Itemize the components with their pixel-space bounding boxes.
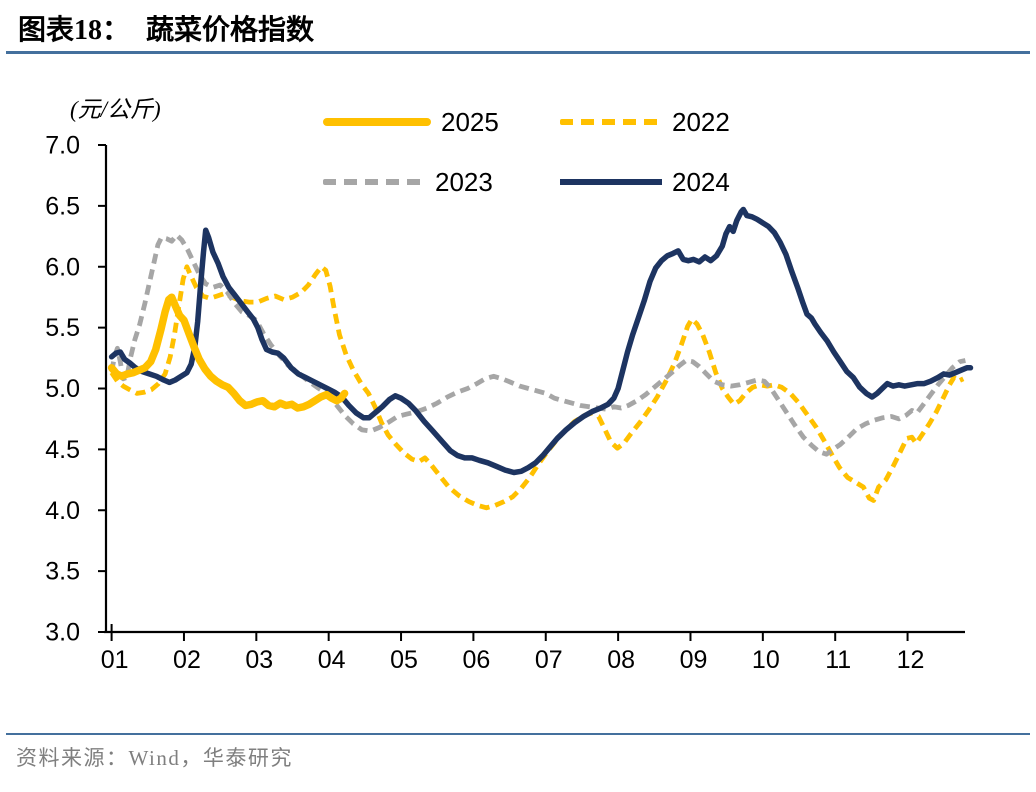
x-tick-label: 09 (680, 646, 708, 674)
x-tick-label: 08 (607, 646, 635, 674)
x-tick-label: 05 (390, 646, 418, 674)
vegetable-price-line-chart: 3.03.54.04.55.05.56.06.57.001 02 03 04 05 06 0… (45, 97, 974, 674)
source-note: 资料来源：Wind，华泰研究 (16, 746, 293, 770)
legend-item-2024: 2024 (560, 168, 730, 196)
legend-swatch-2023 (323, 179, 425, 185)
x-tick-label: 11 (825, 646, 851, 674)
x-tick-label: 06 (462, 646, 490, 674)
legend-swatch-2025 (323, 118, 431, 126)
x-tick-label: 01 (101, 646, 129, 674)
figure-title-text: 蔬菜价格指数 (146, 15, 315, 46)
y-tick-label: 6.5 (45, 192, 80, 220)
x-axis-ticks: 01 02 03 04 05 06 07 08 09 10 11 12 (101, 624, 925, 674)
legend-label-2025: 2025 (441, 107, 499, 137)
y-tick-label: 3.5 (45, 558, 80, 586)
legend-item-2023: 2023 (323, 168, 493, 196)
y-axis-ticks: 3.0 3.5 4.0 4.5 5.0 5.5 6.0 6.5 7.0 (45, 132, 106, 647)
y-tick-label: 4.0 (45, 497, 80, 525)
y-tick-label: 5.5 (45, 314, 80, 342)
series-2024-line (108, 206, 974, 476)
legend-label-2022: 2022 (672, 107, 730, 137)
legend-swatch-2024 (560, 179, 662, 185)
x-tick-label: 07 (535, 646, 563, 674)
series-2023-line (109, 232, 966, 457)
y-tick-label: 3.0 (45, 619, 80, 647)
series-2025-line (107, 293, 349, 412)
legend-label-2023: 2023 (435, 167, 493, 197)
y-tick-label: 5.0 (45, 375, 80, 403)
x-tick-label: 10 (752, 646, 780, 674)
figure-number-label: 图表18： (18, 15, 131, 46)
y-tick-label: 4.5 (45, 436, 80, 464)
y-tick-label: 7.0 (45, 132, 80, 160)
legend-label-2024: 2024 (672, 167, 730, 197)
x-tick-label: 03 (245, 646, 273, 674)
x-tick-label: 04 (318, 646, 346, 674)
legend-item-2025: 2025 (323, 108, 499, 136)
footer-rule (6, 733, 1030, 735)
y-tick-label: 6.0 (45, 253, 80, 281)
x-tick-label: 12 (897, 646, 925, 674)
y-axis-unit-label: (元/公斤) (70, 97, 161, 122)
legend-item-2022: 2022 (560, 108, 730, 136)
x-tick-label: 02 (173, 646, 201, 674)
title-underline (6, 51, 1030, 54)
figure-title: 图表18： 蔬菜价格指数 (18, 8, 314, 48)
legend-swatch-2022 (560, 119, 662, 125)
